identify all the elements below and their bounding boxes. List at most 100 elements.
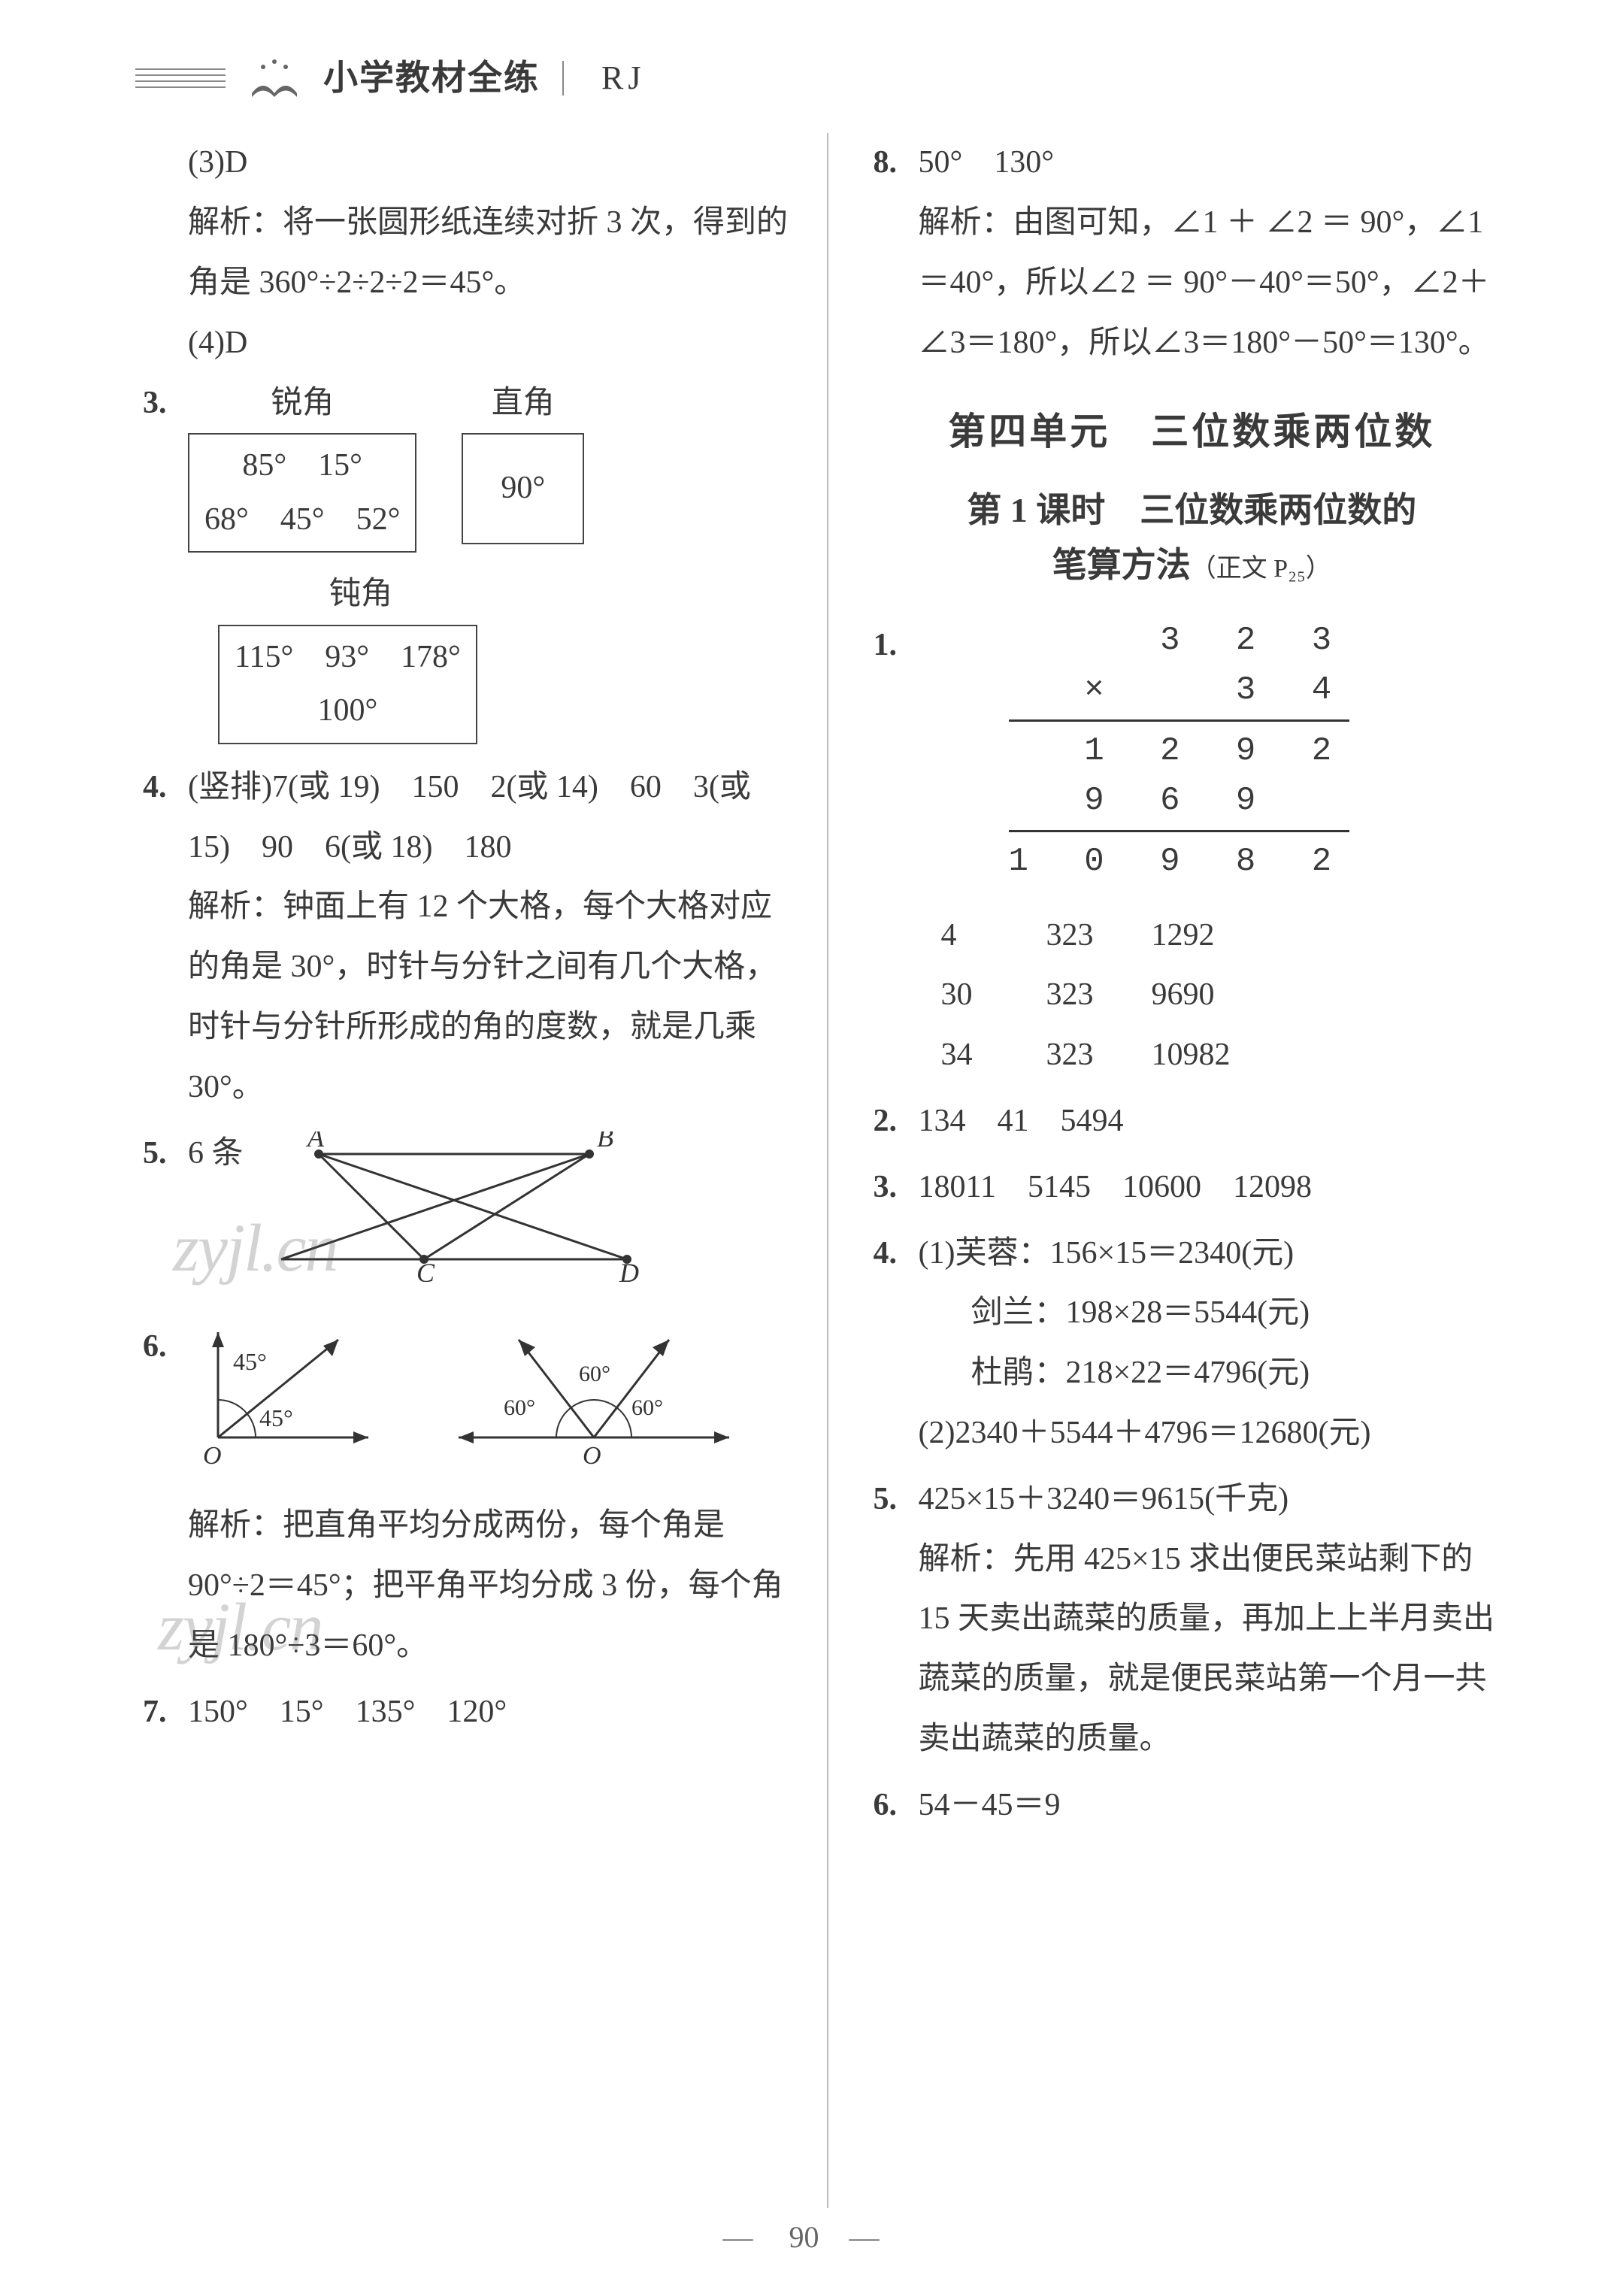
r4-line4: (2)2340＋5544＋4796＝12680(元) [919,1404,1511,1464]
q2-sub3: (3)D 解析：将一张圆形纸连续对折 3 次，得到的角是 360°÷2÷2÷2＝… [143,133,797,373]
watermark: zyjl.cn [173,1184,337,1313]
lesson-title: 第 1 课时 三位数乘两位数的 笔算方法（正文 P₂₅） [874,483,1511,593]
q4-explanation: 解析：钟面上有 12 个大格，每个大格对应的角是 30°，时针与分针之间有几个大… [188,877,797,1117]
acute-box: 85° 15° 68° 45° 52° [188,433,416,553]
mult-row2: × 3 4 [1009,665,1350,715]
page: 小学教材全练 RJ (3)D 解析：将一张圆形纸连续对折 3 次，得到的角是 3… [0,0,1608,2296]
q7-answer: 150° 15° 135° 120° [188,1695,507,1729]
r6: 6. 54－45＝9 [874,1776,1511,1836]
t-cell: 9690 [1152,965,1219,1025]
r2-number: 2. [874,1092,898,1152]
r6-answer: 54－45＝9 [919,1788,1061,1822]
mult-row5: 1 0 9 8 2 [1009,837,1350,886]
right-box: 90° [462,433,584,544]
mult-rule1 [1009,719,1350,722]
footer-dash-right: — [849,2220,886,2254]
explanation-prefix: 解析： [188,1508,283,1543]
lesson-title-line1: 第 1 课时 三位数乘两位数的 [967,491,1416,529]
page-header: 小学教材全练 RJ [135,45,1518,111]
unit-title: 第四单元 三位数乘两位数 [874,396,1511,468]
obtuse-line2: 100° [235,684,461,738]
t-cell: 323 [1046,965,1114,1025]
svg-text:O: O [583,1442,601,1468]
q3: 3. 锐角 85° 15° 68° 45° 52° 直角 90° [143,374,797,752]
svg-text:45°: 45° [259,1404,293,1431]
lesson-subtitle: （正文 P₂₅） [1191,555,1331,583]
q7-number: 7. [143,1683,167,1743]
svg-text:60°: 60° [579,1362,610,1386]
r3-number: 3. [874,1158,898,1218]
obtuse-box: 115° 93° 178° 100° [218,625,477,744]
lesson-title-line2: 笔算方法 [1052,546,1191,584]
explanation-prefix: 解析： [919,205,1013,240]
q2-sub3-answer: (3)D [188,133,797,193]
r4-number: 4. [874,1224,898,1284]
q6-explanation: 解析：把直角平均分成两份，每个角是 90°÷2＝45°；把平角平均分成 3 份，… [188,1496,797,1676]
q8-answer: 50° 130° [919,145,1055,180]
q5-answer: 6 条 [188,1136,244,1171]
svg-text:D: D [619,1258,639,1282]
explanation-prefix: 解析： [188,205,283,240]
q6-diagram: 45° 45° O 60° 60° 60° [188,1317,797,1489]
svg-text:C: C [416,1258,435,1282]
r2-answer: 134 41 5494 [919,1104,1124,1138]
svg-text:O: O [203,1442,222,1468]
page-number: 90 [767,2209,842,2266]
svg-text:60°: 60° [504,1395,535,1420]
header-code: RJ [601,47,645,110]
book-icon [248,56,301,101]
left-column: (3)D 解析：将一张圆形纸连续对折 3 次，得到的角是 360°÷2÷2÷2＝… [135,133,827,2208]
t-cell: 4 [941,906,1009,966]
svg-text:45°: 45° [233,1348,267,1375]
q2-sub4-answer: (4)D [188,314,797,374]
header-decor-lines [135,59,226,97]
t-cell: 30 [941,965,1009,1025]
mult-row1: 3 2 3 [1009,616,1350,665]
header-title: 小学教材全练 [323,45,540,111]
q8: 8. 50° 130° 解析：由图可知，∠1 ＋ ∠2 ＝ 90°，∠1＝40°… [874,133,1511,373]
r1-number: 1. [874,616,898,676]
svg-text:60°: 60° [631,1395,663,1420]
r5: 5. 425×15＋3240＝9615(千克) 解析：先用 425×15 求出便… [874,1470,1511,1770]
r4: 4. (1)芙蓉：156×15＝2340(元) 剑兰：198×28＝5544(元… [874,1224,1511,1464]
t-cell: 323 [1046,906,1114,966]
svg-text:A: A [306,1131,325,1153]
q6: 6. 45° 45° O [143,1317,797,1676]
obtuse-line1: 115° 93° 178° [235,631,461,684]
t-cell: 34 [941,1025,1009,1086]
r3-answer: 18011 5145 10600 12098 [919,1170,1312,1204]
explanation-prefix: 解析： [188,889,283,924]
r1: 1. 3 2 3 × 3 4 1 2 9 2 9 6 9 1 0 9 8 2 4… [874,616,1511,1086]
footer-dash-left: — [723,2220,759,2254]
acute-line2: 68° 45° 52° [204,493,400,547]
r6-number: 6. [874,1776,898,1836]
triple-row: 30 323 9690 [941,965,1511,1025]
r5-number: 5. [874,1470,898,1530]
content-columns: (3)D 解析：将一张圆形纸连续对折 3 次，得到的角是 360°÷2÷2÷2＝… [135,133,1518,2208]
t-cell: 10982 [1152,1025,1231,1086]
explanation-prefix: 解析： [919,1542,1013,1577]
page-footer: — 90 — [0,2209,1608,2266]
q8-number: 8. [874,133,898,193]
q3-number: 3. [143,374,167,434]
q4-number: 4. [143,758,167,818]
watermark: zyjl.cn [158,1563,322,1692]
r2: 2. 134 41 5494 [874,1092,1511,1152]
mult-row3: 1 2 9 2 [1009,726,1350,776]
r4-line1: (1)芙蓉：156×15＝2340(元) [919,1224,1511,1284]
q5: 5. 6 条 A B [143,1124,797,1310]
t-cell: 1292 [1152,906,1219,966]
multiplication-work: 3 2 3 × 3 4 1 2 9 2 9 6 9 1 0 9 8 2 [1009,616,1350,886]
r5-answer: 425×15＋3240＝9615(千克) [919,1482,1289,1516]
q6-number: 6. [143,1317,167,1377]
acute-label: 锐角 [188,374,416,434]
r4-line3: 杜鹃：218×22＝4796(元) [919,1343,1511,1404]
q2-sub3-explanation: 解析：将一张圆形纸连续对折 3 次，得到的角是 360°÷2÷2÷2＝45°。 [188,193,797,314]
q4: 4. (竖排)7(或 19) 150 2(或 14) 60 3(或 15) 90… [143,758,797,1118]
q5-number: 5. [143,1124,167,1184]
q8-explanation: 解析：由图可知，∠1 ＋ ∠2 ＝ 90°，∠1＝40°，所以∠2 ＝ 90°－… [919,193,1511,373]
q7: 7. 150° 15° 135° 120° [143,1683,797,1743]
r5-explanation: 解析：先用 425×15 求出便民菜站剩下的 15 天卖出蔬菜的质量，再加上上半… [919,1530,1511,1770]
mult-rule2 [1009,830,1350,832]
r4-line2: 剑兰：198×28＝5544(元) [919,1283,1511,1343]
